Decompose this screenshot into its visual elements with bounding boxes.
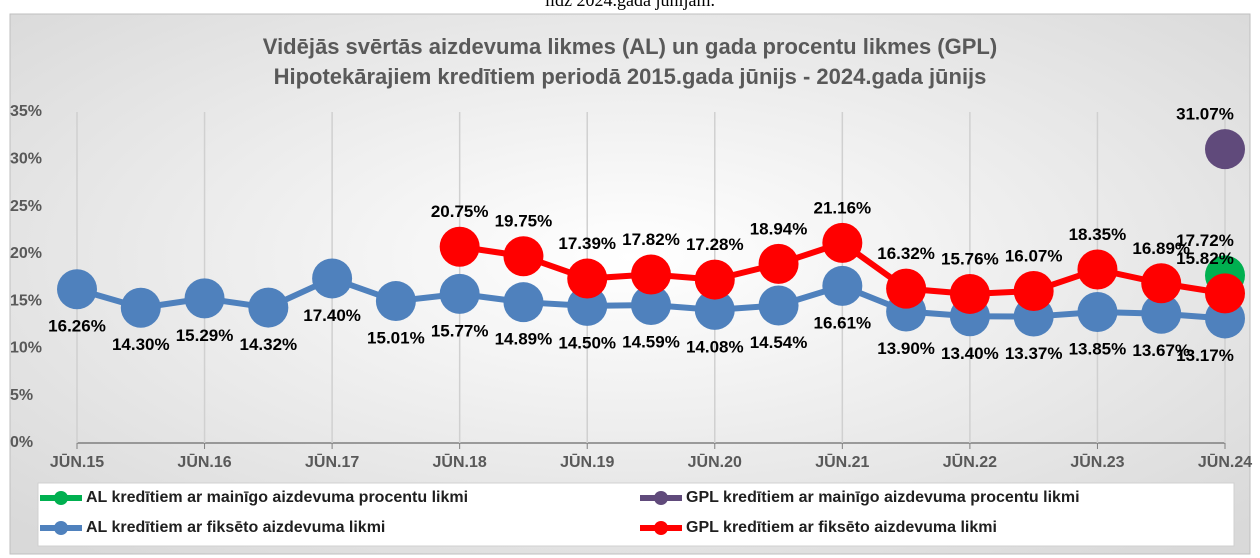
data-label: 14.54% (750, 333, 808, 352)
data-label: 17.72% (1176, 231, 1234, 250)
y-tick-label: 30% (10, 151, 42, 168)
marker (1205, 273, 1245, 314)
data-label: 17.39% (558, 234, 616, 253)
heading: līdz 2024.gada jūnijam. (545, 0, 715, 10)
marker (1077, 249, 1118, 290)
data-label: 16.07% (1005, 247, 1063, 266)
legend-swatch (654, 521, 668, 535)
x-tick-label: JŪN.16 (177, 452, 231, 471)
x-tick-label: JŪN.23 (1070, 452, 1124, 471)
data-label: 16.32% (877, 244, 935, 263)
chart-title: Vidējās svērtās aizdevuma likmes (AL) un… (263, 34, 997, 59)
data-label: 15.77% (431, 321, 489, 340)
data-label: 13.37% (1005, 344, 1063, 363)
data-label: 15.29% (176, 326, 234, 345)
x-tick-label: JŪN.15 (50, 452, 104, 471)
marker (886, 268, 927, 309)
x-tick-label: JŪN.19 (560, 452, 614, 471)
marker (439, 226, 480, 267)
data-label: 13.40% (941, 344, 999, 363)
legend-swatch (654, 491, 668, 505)
marker (822, 222, 863, 263)
data-label: 17.82% (622, 230, 680, 249)
y-tick-label: 20% (10, 245, 42, 262)
data-label: 14.89% (495, 330, 553, 349)
data-label: 14.08% (686, 337, 744, 356)
data-label: 16.26% (48, 317, 106, 336)
data-label: 15.01% (367, 329, 425, 348)
marker (312, 258, 353, 299)
data-label: 14.30% (112, 335, 170, 354)
marker (949, 273, 990, 314)
marker (439, 273, 480, 314)
legend-swatch (54, 491, 68, 505)
marker (822, 265, 863, 306)
marker (631, 285, 671, 326)
chart-title: Hipotekārajiem kredītiem periodā 2015.ga… (274, 64, 987, 89)
legend-label: AL kredītiem ar mainīgo aizdevuma procen… (86, 489, 468, 506)
data-label: 16.89% (1132, 239, 1190, 258)
y-tick-label: 5% (10, 387, 33, 404)
y-tick-label: 35% (10, 103, 42, 120)
data-label: 14.50% (558, 333, 616, 352)
data-label: 20.75% (431, 202, 489, 221)
marker (694, 259, 735, 300)
marker (567, 258, 608, 299)
marker (1013, 271, 1054, 312)
data-label: 13.85% (1069, 340, 1127, 359)
x-tick-label: JŪN.17 (305, 452, 359, 471)
marker (694, 289, 735, 330)
y-tick-label: 25% (10, 198, 42, 215)
y-tick-label: 15% (10, 292, 42, 309)
marker (631, 254, 671, 295)
legend-label: GPL kredītiem ar mainīgo aizdevuma proce… (686, 489, 1080, 506)
marker (1141, 293, 1182, 334)
legend (37, 482, 1235, 547)
data-label: 19.75% (495, 212, 553, 231)
legend-label: AL kredītiem ar fiksēto aizdevuma likmi (86, 519, 385, 536)
data-label: 31.07% (1176, 105, 1234, 124)
data-label: 14.59% (622, 333, 680, 352)
legend-swatch (54, 521, 68, 535)
x-tick-label: JŪN.18 (433, 452, 487, 471)
marker (503, 282, 544, 323)
marker (758, 243, 799, 284)
marker (184, 278, 225, 319)
marker (1077, 292, 1118, 333)
data-label: 13.17% (1176, 346, 1234, 365)
marker (1141, 263, 1182, 304)
data-label: 14.32% (239, 335, 297, 354)
data-label: 13.90% (877, 339, 935, 358)
data-label: 18.35% (1069, 225, 1127, 244)
data-label: 13.67% (1132, 341, 1190, 360)
x-tick-label: JŪN.22 (943, 452, 997, 471)
data-label: 15.82% (1176, 249, 1234, 268)
marker (758, 285, 799, 326)
data-label: 18.94% (750, 219, 808, 238)
marker (248, 287, 289, 328)
marker (567, 285, 608, 326)
y-tick-label: 10% (10, 340, 42, 357)
x-tick-label: JŪN.24 (1198, 452, 1252, 471)
data-label: 15.76% (941, 249, 999, 268)
marker (57, 269, 97, 310)
marker (503, 236, 544, 277)
marker (1205, 129, 1245, 170)
y-tick-label: 0% (10, 434, 33, 451)
marker (375, 281, 416, 322)
data-label: 21.16% (813, 198, 871, 217)
data-label: 16.61% (813, 313, 871, 332)
marker (120, 287, 161, 328)
data-label: 17.28% (686, 235, 744, 254)
x-tick-label: JŪN.21 (815, 452, 869, 471)
data-label: 17.40% (303, 306, 361, 325)
legend-label: GPL kredītiem ar fiksēto aizdevuma likmi (686, 519, 997, 536)
x-tick-label: JŪN.20 (688, 452, 742, 471)
